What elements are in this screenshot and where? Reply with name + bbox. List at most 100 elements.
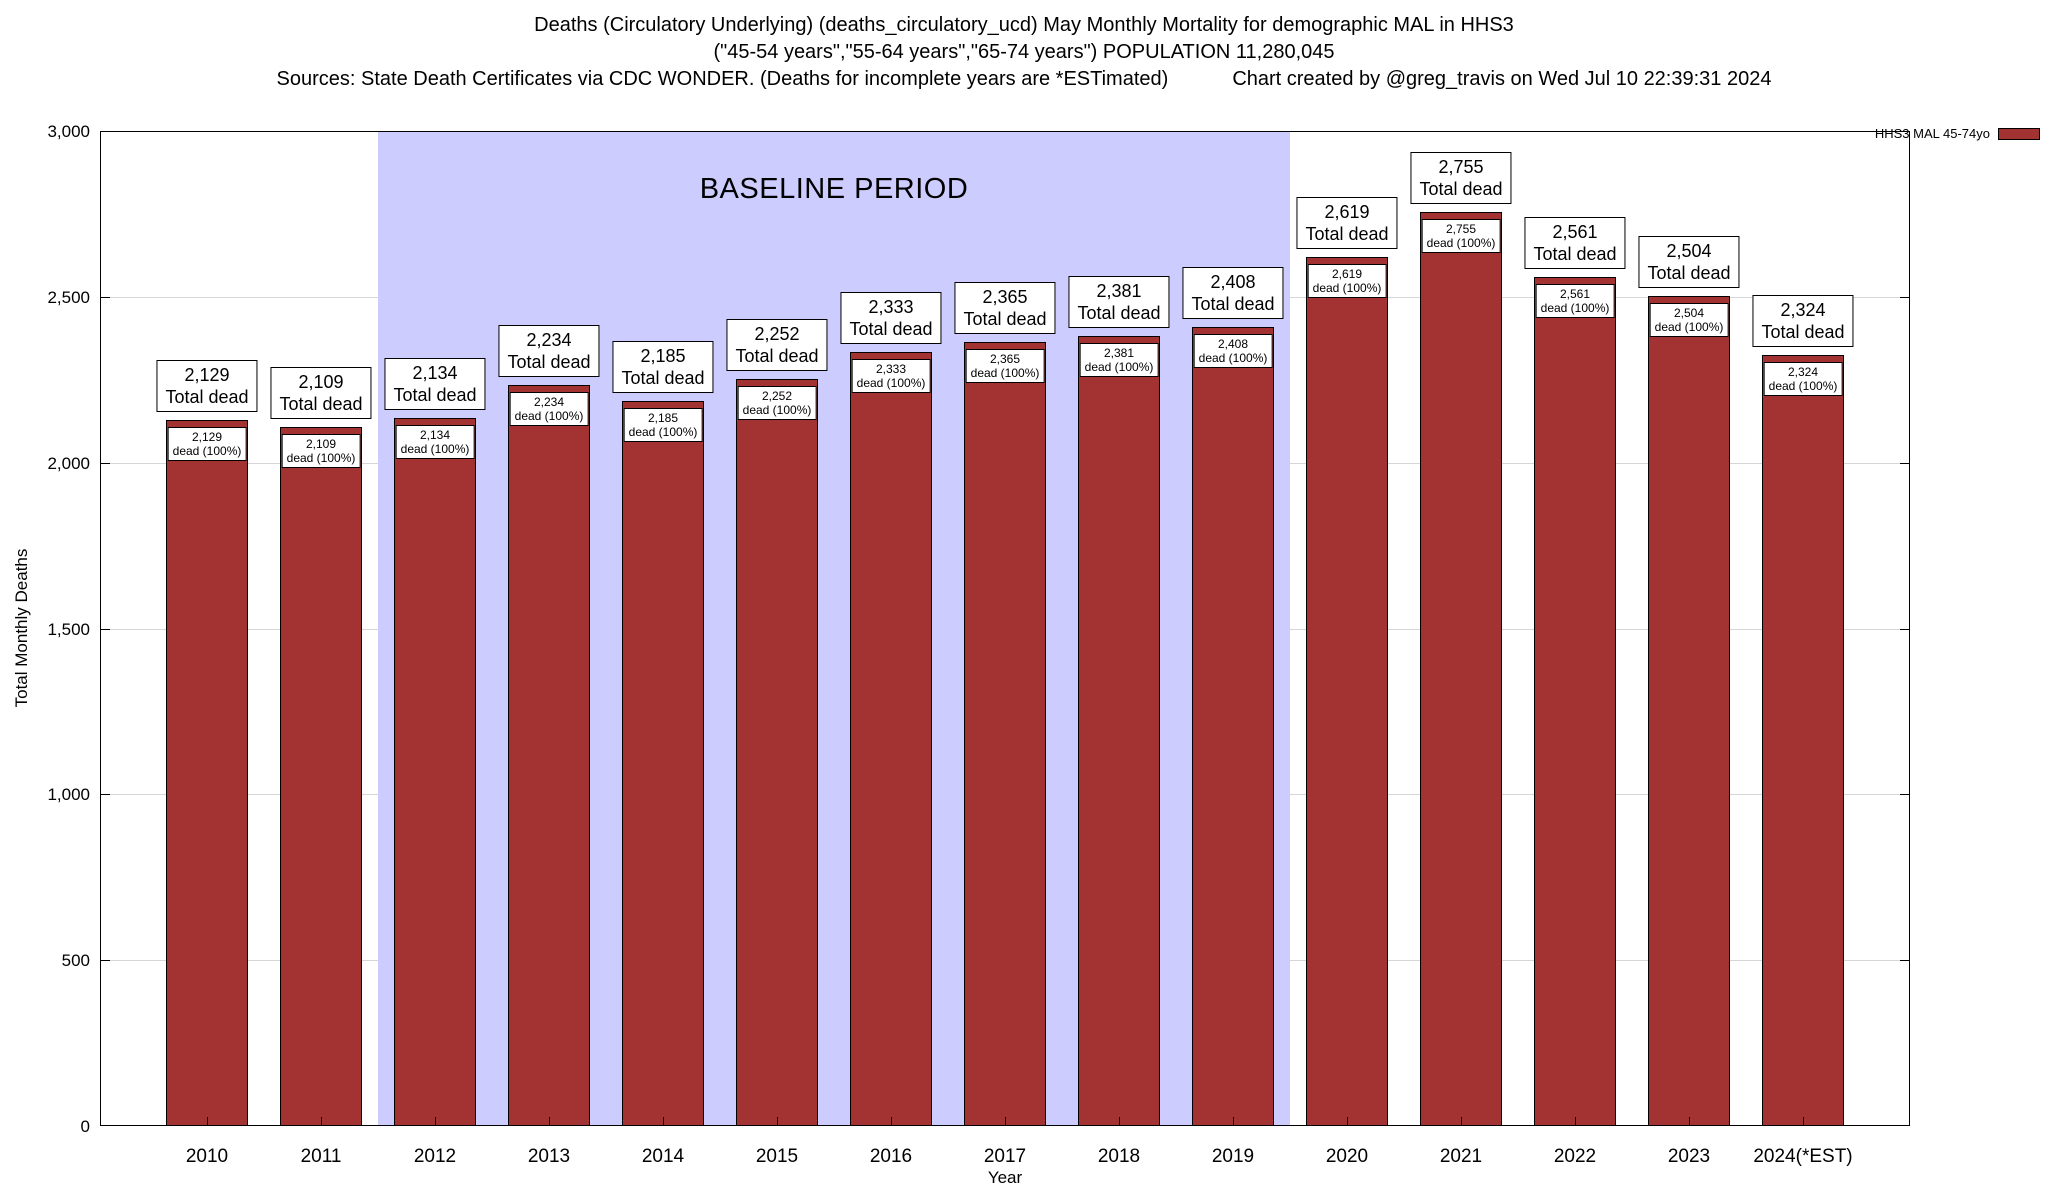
bar-inner-label-2022: 2,561 dead (100%) (1535, 283, 1615, 318)
chart-titles: Deaths (Circulatory Underlying) (deaths_… (0, 12, 2048, 93)
x-tick-label-2019: 2019 (1211, 1146, 1255, 1167)
x-tick-label-2010: 2010 (185, 1146, 229, 1167)
bar-total-label-2017: 2,365 Total dead (954, 281, 1056, 334)
x-tick-mark (777, 1117, 778, 1126)
x-tick-label-2015: 2015 (755, 1146, 799, 1167)
bar-inner-label-2020: 2,619 dead (100%) (1307, 264, 1387, 299)
bar-total-label-2022: 2,561 Total dead (1524, 216, 1626, 269)
bar-total-label-2018: 2,381 Total dead (1068, 276, 1170, 329)
x-tick-label-2014: 2014 (641, 1146, 685, 1167)
bar-inner-value: 2,619 (1331, 267, 1363, 282)
x-tick-mark (1803, 1117, 1804, 1126)
x-tick-label-2012: 2012 (413, 1146, 457, 1167)
bar-inner-caption: dead (100%) (172, 443, 242, 458)
bar-total-label-2024(*EST): 2,324 Total dead (1752, 295, 1854, 348)
bar-total-label-2015: 2,252 Total dead (726, 319, 828, 372)
y-tick-mark-left (101, 462, 110, 464)
bar-2024(*EST) (1762, 355, 1844, 1126)
bar-inner-caption: dead (100%) (628, 425, 698, 440)
bar-inner-caption: dead (100%) (1312, 281, 1382, 296)
bar-total-caption: Total dead (279, 393, 363, 414)
bar-2023 (1648, 295, 1730, 1126)
x-tick-mark (663, 1117, 664, 1126)
bar-2011 (280, 426, 362, 1126)
bar-total-label-2012: 2,134 Total dead (384, 358, 486, 411)
bar-total-value: 2,561 (1552, 221, 1598, 242)
bar-inner-value: 2,408 (1217, 337, 1249, 352)
bar-total-value: 2,324 (1780, 300, 1826, 321)
bar-total-label-2013: 2,234 Total dead (498, 325, 600, 378)
x-tick-label-2024(*EST): 2024(*EST) (1753, 1146, 1853, 1167)
bar-total-caption: Total dead (1191, 294, 1275, 315)
y-tick-label: 500 (61, 951, 90, 971)
x-tick-mark (1005, 1117, 1006, 1126)
bar-2016 (850, 352, 932, 1126)
bar-total-caption: Total dead (621, 368, 705, 389)
bar-total-caption: Total dead (507, 352, 591, 373)
x-tick-label-2022: 2022 (1553, 1146, 1597, 1167)
bar-inner-label-2018: 2,381 dead (100%) (1079, 343, 1159, 378)
y-tick-mark-right (1900, 628, 1909, 630)
bar-total-value: 2,365 (982, 286, 1028, 307)
bar-inner-value: 2,504 (1673, 305, 1705, 320)
bar-total-value: 2,504 (1666, 240, 1712, 261)
plot-area: BASELINE PERIOD 0 500 1,000 1,500 2,000 2,500… (47, 122, 1910, 1167)
bar-inner-caption: dead (100%) (1768, 379, 1838, 394)
bar-total-value: 2,755 (1438, 157, 1484, 178)
chart-title-line3: Sources: State Death Certificates via CD… (0, 66, 2048, 93)
y-tick-mark-left (101, 131, 110, 132)
bar-total-caption: Total dead (1647, 262, 1731, 283)
y-tick-mark-left (101, 1125, 110, 1126)
bar-total-caption: Total dead (1419, 179, 1503, 200)
bar-inner-value: 2,755 (1445, 222, 1477, 237)
bar-2021 (1420, 212, 1502, 1126)
bar-inner-caption: dead (100%) (1654, 319, 1724, 334)
bar-total-value: 2,619 (1324, 202, 1370, 223)
y-tick-mark-left (101, 296, 110, 298)
bar-inner-value: 2,333 (875, 362, 907, 377)
bar-inner-label-2010: 2,129 dead (100%) (167, 426, 247, 461)
bar-inner-value: 2,381 (1103, 346, 1135, 361)
bar-inner-value: 2,109 (305, 436, 337, 451)
y-tick-mark-left (101, 794, 110, 796)
bar-total-caption: Total dead (1533, 243, 1617, 264)
bar-inner-caption: dead (100%) (856, 376, 926, 391)
bar-inner-value: 2,252 (761, 389, 793, 404)
bar-2014 (622, 401, 704, 1126)
bar-inner-caption: dead (100%) (514, 409, 584, 424)
bar-inner-caption: dead (100%) (1426, 236, 1496, 251)
bar-inner-caption: dead (100%) (1540, 300, 1610, 315)
chart-title-line1: Deaths (Circulatory Underlying) (deaths_… (534, 14, 1514, 36)
x-tick-mark (1347, 1117, 1348, 1126)
bar-2019 (1192, 327, 1274, 1126)
bar-total-value: 2,134 (412, 363, 458, 384)
bar-inner-value: 2,185 (647, 411, 679, 426)
x-tick-label-2016: 2016 (869, 1146, 913, 1167)
bar-inner-value: 2,134 (419, 428, 451, 443)
bar-inner-label-2023: 2,504 dead (100%) (1649, 302, 1729, 337)
bar-2018 (1078, 336, 1160, 1126)
bar-total-caption: Total dead (393, 385, 477, 406)
x-tick-mark (549, 1117, 550, 1126)
bar-2022 (1534, 276, 1616, 1126)
x-tick-label-2017: 2017 (983, 1146, 1027, 1167)
x-tick-mark (1689, 1117, 1690, 1126)
bar-inner-label-2019: 2,408 dead (100%) (1193, 334, 1273, 369)
y-tick-label: 3,000 (47, 122, 90, 141)
bar-total-caption: Total dead (1077, 303, 1161, 324)
bar-inner-value: 2,365 (989, 351, 1021, 366)
bar-total-label-2011: 2,109 Total dead (270, 366, 372, 419)
bar-total-label-2020: 2,619 Total dead (1296, 197, 1398, 250)
bar-total-caption: Total dead (849, 319, 933, 340)
bar-total-caption: Total dead (165, 386, 249, 407)
x-tick-label-2018: 2018 (1097, 1146, 1141, 1167)
bar-inner-caption: dead (100%) (286, 450, 356, 465)
bar-inner-label-2014: 2,185 dead (100%) (623, 408, 703, 443)
bar-inner-value: 2,234 (533, 395, 565, 410)
bar-2015 (736, 379, 818, 1126)
x-tick-mark (891, 1117, 892, 1126)
y-tick-mark-left (101, 628, 110, 630)
bar-inner-label-2021: 2,755 dead (100%) (1421, 219, 1501, 254)
bar-total-value: 2,109 (298, 371, 344, 392)
